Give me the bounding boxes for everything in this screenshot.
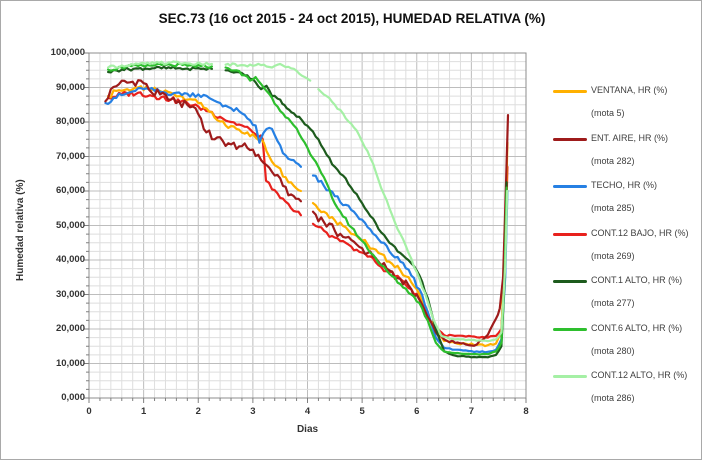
x-axis-title: Dias (296, 424, 319, 435)
y-tick-label: 70,000 (55, 150, 85, 162)
y-tick-label: 50,000 (55, 219, 85, 231)
legend-mota-label: (mota 282) (591, 155, 635, 166)
series-line-cont-12-alto-hr (107, 60, 509, 343)
legend-mota-label: (mota 5) (591, 108, 625, 118)
x-tick-label: 1 (140, 406, 147, 417)
legend-item-6: CONT.6 ALTO, HR (%) (mota 280) (553, 322, 701, 370)
legend-mota-label: (mota 280) (591, 345, 635, 356)
legend-line-swatch (553, 280, 587, 283)
x-tick-label: 5 (359, 406, 365, 417)
x-tick-label: 3 (250, 406, 256, 417)
series-line-techo-hr (104, 86, 509, 354)
legend-mota-label: (mota 277) (591, 298, 635, 308)
legend-mota-label: (mota 286) (591, 393, 635, 403)
x-tick-label: 0 (86, 406, 92, 417)
legend-label: CONT.1 ALTO, HR (%) (591, 275, 683, 285)
legend-mota-label: (mota 269) (591, 250, 635, 261)
legend-line-swatch (553, 327, 587, 331)
legend-line-swatch (553, 375, 587, 378)
legend-line-swatch (553, 232, 587, 236)
x-tick-label: 4 (304, 406, 311, 417)
y-tick-label: 10,000 (55, 357, 85, 369)
y-axis-title: Humedad relativa (%) (15, 178, 26, 281)
series-line-ent-aire-hr (104, 79, 510, 347)
legend-item-1: VENTANA, HR (%) (mota 5) (553, 85, 701, 132)
legend-item-4: CONT.12 BAJO, HR (%) (mota 269) (553, 227, 701, 275)
legend-label: CONT.12 ALTO, HR (%) (591, 370, 688, 380)
legend-label: CONT.12 BAJO, HR (%) (591, 227, 689, 238)
legend-mota-label: (mota 285) (591, 203, 635, 213)
x-tick-label: 7 (468, 406, 475, 417)
legend-line-swatch (553, 90, 587, 93)
y-tick-label: 90,000 (55, 81, 85, 93)
y-tick-label: 40,000 (55, 254, 85, 265)
legend-label: VENTANA, HR (%) (591, 85, 668, 95)
legend-label: CONT.6 ALTO, HR (%) (591, 322, 683, 333)
legend-label: TECHO, HR (%) (591, 180, 657, 190)
legend-item-7: CONT.12 ALTO, HR (%) (mota 286) (553, 370, 701, 417)
chart-title: SEC.73 (16 oct 2015 - 24 oct 2015), HUME… (158, 11, 546, 26)
y-tick-label: 20,000 (55, 323, 85, 334)
x-tick-label: 8 (523, 406, 529, 417)
legend-line-swatch (553, 185, 587, 188)
legend-item-5: CONT.1 ALTO, HR (%) (mota 277) (553, 275, 701, 322)
legend-line-swatch (553, 137, 587, 141)
x-tick-label: 6 (414, 406, 420, 417)
x-tick-label: 2 (195, 406, 201, 417)
legend-label: ENT. AIRE, HR (%) (591, 132, 669, 143)
y-tick-label: 100,000 (50, 47, 85, 58)
y-tick-label: 30,000 (55, 288, 85, 300)
y-tick-label: 0,000 (61, 392, 85, 403)
legend-item-2: ENT. AIRE, HR (%) (mota 282) (553, 132, 701, 180)
y-tick-label: 80,000 (55, 116, 85, 127)
y-tick-label: 60,000 (55, 185, 85, 196)
legend-item-3: TECHO, HR (%) (mota 285) (553, 180, 701, 227)
